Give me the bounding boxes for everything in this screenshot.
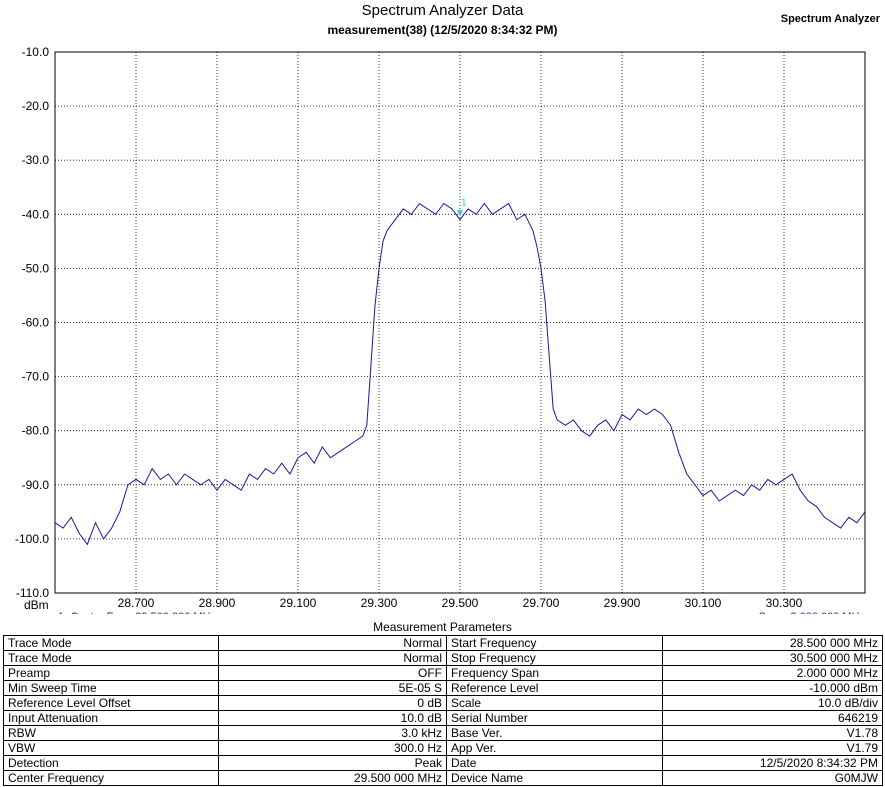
x-tick-label: 28.700 — [118, 596, 155, 610]
param-key: Date — [446, 755, 664, 771]
param-key: Reference Level — [446, 680, 664, 696]
param-key: Device Name — [446, 770, 664, 786]
y-tick-label: -100.0 — [15, 532, 49, 546]
y-tick-label: -20.0 — [22, 99, 50, 113]
x-tick-label: 29.500 — [442, 596, 479, 610]
param-value: Peak — [218, 755, 448, 771]
spectrum-chart: -10.0 -20.0 -30.0 -40.0 -50.0 -60.0 -70.0 -80.0… — [15, 45, 866, 620]
marker-icon — [457, 210, 463, 217]
chart-subtitle: measurement(38) (12/5/2020 8:34:32 PM) — [327, 23, 558, 37]
y-tick-label: -60.0 — [22, 316, 50, 330]
param-key: Detection — [2, 755, 220, 771]
param-row: Center Frequency 29.500 000 MHz Device Nam… — [2, 770, 883, 786]
x-tick-label: 28.900 — [199, 596, 236, 610]
param-value: 3.0 kHz — [218, 725, 448, 741]
param-value: G0MJW — [662, 770, 883, 786]
param-row: Min Sweep Time 5E-05 S Reference Level -10.… — [2, 680, 883, 696]
params-table: Trace Mode Normal Start Frequency 28.500 00… — [2, 635, 883, 786]
x-tick-label: 29.300 — [361, 596, 398, 610]
params-title: Measurement Parameters — [373, 620, 512, 634]
param-row: RBW 3.0 kHz Base Ver. V1.78 — [2, 725, 883, 741]
param-key: Serial Number — [446, 710, 664, 726]
chart-title: Spectrum Analyzer Data — [361, 2, 524, 19]
param-value: 12/5/2020 8:34:32 PM — [662, 755, 883, 771]
spectrum-trace — [54, 202, 866, 546]
x-tick-label: 29.700 — [523, 596, 560, 610]
param-key: Stop Frequency — [446, 650, 664, 666]
y-tick-label: -110.0 — [16, 586, 49, 600]
param-value: 2.000 000 MHz — [662, 665, 883, 681]
x-tick-label: 29.100 — [280, 596, 317, 610]
param-row: Trace Mode Normal Stop Frequency 30.500 000… — [2, 650, 883, 666]
param-key: Center Frequency — [2, 770, 220, 786]
param-key: VBW — [2, 740, 220, 756]
param-key: Start Frequency — [446, 635, 664, 651]
param-value: 30.500 000 MHz — [662, 650, 883, 666]
param-key: Trace Mode — [2, 650, 220, 666]
param-row: Preamp OFF Frequency Span 2.000 000 MHz — [2, 665, 883, 681]
param-row: Reference Level Offset 0 dB Scale 10.0 dB/d… — [2, 695, 883, 711]
param-key: Preamp — [2, 665, 220, 681]
x-tick-label: 29.900 — [604, 596, 641, 610]
y-tick-label: -50.0 — [22, 261, 50, 275]
span-footer: Span: 2.000 000 MHz — [759, 611, 865, 620]
param-row: Detection Peak Date 12/5/2020 8:34:32 PM — [2, 755, 883, 771]
param-value: V1.78 — [662, 725, 883, 741]
param-value: 10.0 dB — [218, 710, 448, 726]
param-value: Normal — [218, 650, 448, 666]
y-tick-label: -30.0 — [22, 153, 50, 167]
param-value: -10.000 dBm — [662, 680, 883, 696]
y-axis-unit: dBm — [24, 598, 49, 612]
param-value: 29.500 000 MHz — [218, 770, 448, 786]
param-row: Input Attenuation 10.0 dB Serial Number 646… — [2, 710, 883, 726]
y-tick-label: -70.0 — [22, 370, 50, 384]
x-tick-label: 30.100 — [685, 596, 722, 610]
param-key: Scale — [446, 695, 664, 711]
param-value: 646219 — [662, 710, 883, 726]
y-tick-label: -80.0 — [22, 424, 50, 438]
param-key: App Ver. — [446, 740, 664, 756]
param-value: 10.0 dB/div — [662, 695, 883, 711]
x-tick-label: 30.300 — [766, 596, 803, 610]
param-key: Frequency Span — [446, 665, 664, 681]
marker-label: 1 — [461, 197, 467, 208]
param-row: Trace Mode Normal Start Frequency 28.500 00… — [2, 635, 883, 651]
param-row: VBW 300.0 Hz App Ver. V1.79 — [2, 740, 883, 756]
param-value: Normal — [218, 635, 448, 651]
param-value: OFF — [218, 665, 448, 681]
param-value: 5E-05 S — [218, 680, 448, 696]
y-tick-label: -90.0 — [22, 478, 50, 492]
center-freq-footer: A: Center Freq: 29.500 000 MHz — [57, 611, 216, 620]
param-key: RBW — [2, 725, 220, 741]
param-value: 0 dB — [218, 695, 448, 711]
y-tick-label: -10.0 — [22, 45, 50, 59]
param-key: Min Sweep Time — [2, 680, 220, 696]
param-key: Trace Mode — [2, 635, 220, 651]
param-value: V1.79 — [662, 740, 883, 756]
param-key: Reference Level Offset — [2, 695, 220, 711]
param-value: 28.500 000 MHz — [662, 635, 883, 651]
param-key: Base Ver. — [446, 725, 664, 741]
param-key: Input Attenuation — [2, 710, 220, 726]
y-tick-label: -40.0 — [22, 207, 50, 221]
param-value: 300.0 Hz — [218, 740, 448, 756]
brand-label: Spectrum Analyzer — [780, 13, 880, 25]
